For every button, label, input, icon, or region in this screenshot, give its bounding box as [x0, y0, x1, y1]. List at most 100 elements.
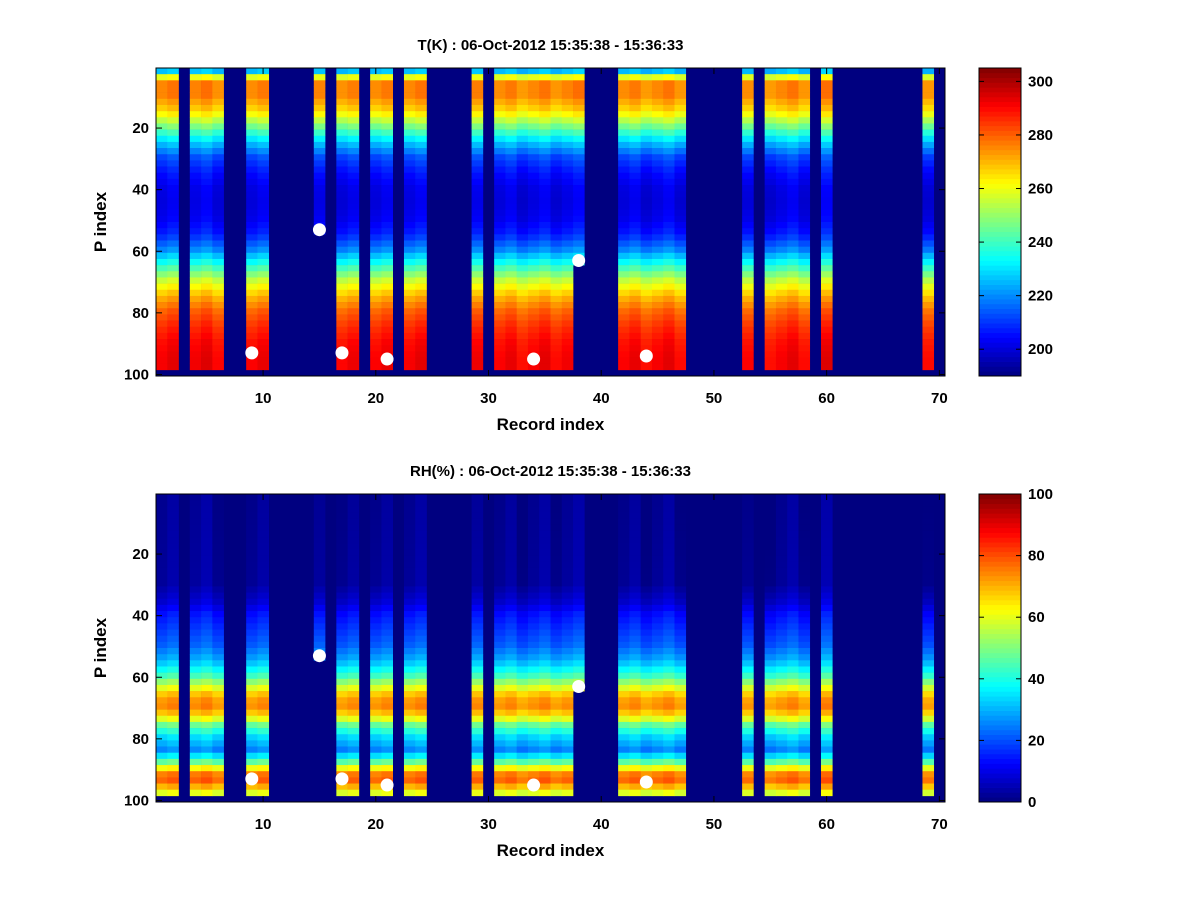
heatmap-cell	[674, 222, 687, 229]
heatmap-cell	[246, 86, 258, 93]
heatmap-cell	[257, 697, 270, 704]
heatmap-cell	[629, 265, 641, 272]
heatmap-cell	[821, 117, 833, 124]
heatmap-cell	[516, 765, 529, 772]
heatmap-cell	[494, 530, 506, 538]
heatmap-cell	[651, 98, 664, 106]
heatmap-cell	[381, 758, 393, 766]
heatmap-cell	[212, 289, 224, 297]
heatmap-cell	[798, 771, 811, 778]
heatmap-cell	[618, 728, 630, 735]
heatmap-cell	[381, 746, 393, 754]
heatmap-cell	[212, 629, 224, 636]
heatmap-cell	[629, 197, 641, 204]
heatmap-cell	[471, 302, 484, 309]
heatmap-cell	[742, 332, 754, 340]
heatmap-cell	[821, 604, 833, 612]
heatmap-cell	[663, 715, 675, 723]
heatmap-cell	[573, 197, 585, 204]
heatmap-cell	[381, 271, 393, 278]
record-column-31	[494, 494, 506, 797]
heatmap-cell	[798, 703, 811, 710]
heatmap-cell	[787, 512, 799, 519]
heatmap-cell	[381, 684, 393, 692]
heatmap-cell	[347, 678, 360, 686]
heatmap-cell	[516, 363, 529, 371]
heatmap-cell	[651, 771, 664, 778]
heatmap-cell	[167, 512, 179, 519]
heatmap-cell	[539, 302, 551, 309]
heatmap-cell	[505, 228, 517, 235]
heatmap-cell	[674, 172, 687, 180]
heatmap-cell	[651, 635, 664, 643]
heatmap-cell	[494, 500, 506, 507]
heatmap-cell	[347, 549, 360, 556]
heatmap-cell	[674, 160, 687, 167]
heatmap-cell	[415, 783, 427, 790]
heatmap-cell	[922, 314, 935, 321]
colorbar-segment	[979, 643, 1021, 649]
heatmap-cell	[629, 357, 641, 364]
marker-point	[527, 778, 541, 792]
heatmap-cell	[764, 641, 777, 649]
heatmap-cell	[527, 166, 540, 174]
heatmap-cell	[821, 166, 833, 174]
heatmap-cell	[618, 203, 630, 210]
heatmap-cell	[505, 721, 517, 729]
heatmap-cell	[629, 141, 641, 149]
heatmap-cell	[527, 123, 540, 130]
heatmap-cell	[561, 80, 574, 87]
heatmap-cell	[257, 518, 270, 526]
heatmap-cell	[347, 604, 360, 612]
heatmap-cell	[539, 752, 551, 760]
heatmap-cell	[764, 537, 777, 544]
heatmap-cell	[550, 543, 563, 550]
colorbar-tick-label: 0	[1028, 794, 1036, 811]
heatmap-cell	[471, 240, 484, 247]
heatmap-cell	[527, 228, 540, 235]
heatmap-cell	[494, 567, 506, 575]
heatmap-cell	[201, 111, 213, 118]
heatmap-cell	[201, 654, 213, 661]
colorbar-segment	[979, 356, 1021, 362]
heatmap-cell	[403, 302, 416, 309]
heatmap-cell	[561, 721, 574, 729]
heatmap-cell	[156, 68, 168, 75]
heatmap-cell	[189, 141, 202, 149]
heatmap-cell	[246, 580, 258, 587]
heatmap-cell	[527, 715, 540, 723]
heatmap-cell	[742, 215, 754, 223]
heatmap-cell	[471, 574, 484, 581]
heatmap-cell	[381, 512, 393, 519]
heatmap-cell	[505, 154, 517, 161]
heatmap-cell	[516, 752, 529, 760]
heatmap-cell	[651, 752, 664, 760]
heatmap-cell	[370, 104, 382, 112]
heatmap-cell	[742, 715, 754, 723]
heatmap-cell	[494, 326, 506, 334]
record-column-1	[156, 494, 168, 797]
heatmap-cell	[336, 277, 348, 284]
heatmap-cell	[201, 357, 213, 364]
heatmap-cell	[403, 222, 416, 229]
heatmap-cell	[471, 518, 484, 526]
heatmap-cell	[336, 641, 348, 649]
heatmap-cell	[403, 500, 416, 507]
heatmap-cell	[764, 363, 777, 371]
heatmap-cell	[618, 197, 630, 204]
heatmap-cell	[629, 234, 641, 241]
colorbar-segment	[979, 585, 1021, 591]
heatmap-cell	[663, 666, 675, 673]
heatmap-cell	[550, 86, 563, 93]
heatmap-cell	[167, 500, 179, 507]
heatmap-cell	[787, 648, 799, 655]
heatmap-cell	[156, 185, 168, 192]
heatmap-cell	[212, 783, 224, 790]
heatmap-cell	[663, 512, 675, 519]
heatmap-cell	[775, 537, 788, 544]
heatmap-cell	[370, 660, 382, 667]
heatmap-cell	[403, 549, 416, 556]
heatmap-cell	[550, 512, 563, 519]
heatmap-cell	[742, 326, 754, 334]
heatmap-cell	[381, 543, 393, 550]
